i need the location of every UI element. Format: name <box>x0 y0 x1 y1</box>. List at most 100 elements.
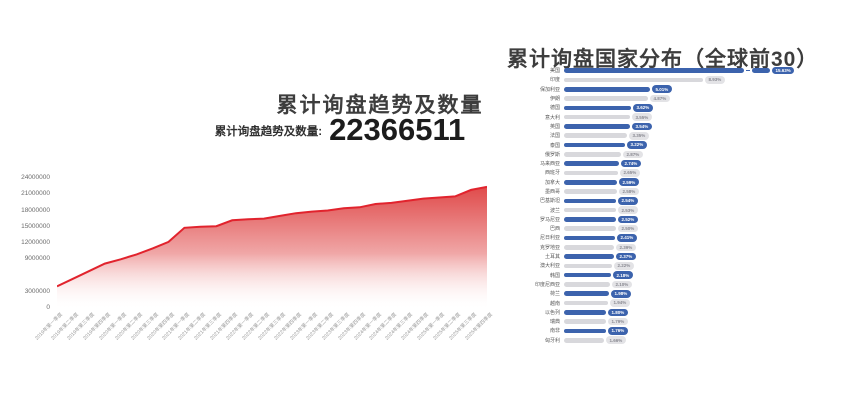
bar-row: 美国 15.63% <box>512 66 848 75</box>
bar <box>564 96 648 101</box>
value-badge: 2.41% <box>617 234 637 242</box>
bar-row: 印度尼西亚 2.10% <box>512 280 848 289</box>
bar <box>564 235 615 241</box>
bar <box>564 319 606 324</box>
value-badge: 1.94% <box>610 299 630 307</box>
country-label: 越南 <box>549 300 560 307</box>
bar <box>564 254 614 259</box>
bar-row: 韩国 2.18% <box>512 271 848 280</box>
bar-row: 墨西哥 2.58% <box>512 187 848 196</box>
bar <box>564 189 617 194</box>
y-tick-label: 12000000 <box>21 239 50 246</box>
bar-row: 伊朗 4.87% <box>512 94 848 103</box>
y-tick-label: 9000000 <box>24 255 50 263</box>
value-badge: 2.58% <box>619 187 639 196</box>
bar <box>564 244 614 250</box>
bar-row: 罗马尼亚 2.52% <box>512 215 848 224</box>
country-label: 泰国 <box>549 142 560 149</box>
value-badge: 3.35% <box>629 131 649 140</box>
country-label: 韩国 <box>549 272 560 279</box>
bar-row: 土耳其 2.37% <box>512 252 848 261</box>
bar <box>564 114 630 120</box>
bar <box>564 263 612 269</box>
bar-row: 荷兰 1.98% <box>512 289 848 298</box>
value-badge: 3.62% <box>633 104 653 112</box>
bar-row: 马来西亚 2.74% <box>512 159 848 168</box>
value-badge: 1.80% <box>608 308 628 317</box>
country-bars: 美国 15.63% 印度 8.93% 保加利亚 5.01% 伊朗 4.87% 德国 3.62% 意大… <box>512 66 848 345</box>
value-badge: 3.54% <box>632 122 652 131</box>
bar <box>564 105 631 111</box>
bar-row: 尼日利亚 2.41% <box>512 233 848 242</box>
y-tick-label: 15000000 <box>21 222 50 230</box>
bar <box>752 68 770 73</box>
bar <box>564 300 608 306</box>
value-badge: 2.37% <box>616 252 636 261</box>
bar-row: 以色列 1.80% <box>512 308 848 317</box>
bar <box>564 152 621 157</box>
country-label: 尼日利亚 <box>539 235 560 242</box>
bar-row: 泰国 3.22% <box>512 140 848 149</box>
country-label: 巴西 <box>549 226 560 233</box>
bar <box>564 291 609 297</box>
country-label: 南非 <box>549 328 560 335</box>
area-series <box>56 185 488 308</box>
y-tick-label: 21000000 <box>21 190 50 198</box>
trend-chart-title: 累计询盘趋势及数量 <box>276 94 484 118</box>
country-chart-title: 累计询盘国家分布（全球前30） <box>507 48 819 72</box>
trend-x-axis: 2019年第一季度 2019年第二季度 2019年第三季度 2019年第四季度 2020… <box>34 311 497 366</box>
value-badge: 1.79% <box>608 317 628 326</box>
value-badge: 2.65% <box>620 169 640 177</box>
bar-row: 克罗地亚 2.39% <box>512 243 848 252</box>
country-label: 以色列 <box>544 309 560 316</box>
value-badge: 1.66% <box>606 336 626 345</box>
value-badge: 3.55% <box>632 113 652 121</box>
bar <box>564 68 744 73</box>
y-tick-label: 18000000 <box>21 206 50 214</box>
value-badge: 2.39% <box>616 243 636 252</box>
bar <box>564 161 619 166</box>
bar <box>564 207 616 213</box>
value-badge: 2.59% <box>619 178 639 186</box>
bar-row: 西班牙 2.65% <box>512 168 848 177</box>
country-label: 俄罗斯 <box>544 151 560 158</box>
country-label: 墨西哥 <box>544 189 560 195</box>
bar <box>564 328 606 334</box>
bar-row: 匈牙利 1.66% <box>512 336 848 345</box>
bar <box>564 310 606 315</box>
value-badge: 2.52% <box>618 215 638 224</box>
country-label: 波兰 <box>549 207 560 214</box>
country-label: 瑞典 <box>549 319 560 326</box>
value-badge: 8.93% <box>705 76 725 84</box>
country-label: 伊朗 <box>549 96 560 103</box>
value-badge: 2.18% <box>613 271 633 279</box>
y-tick-label: 24000000 <box>21 174 50 181</box>
bar-row: 印度 8.93% <box>512 75 848 84</box>
bar <box>564 217 616 222</box>
trend-metric-label: 累计询盘趋势及数量: <box>214 126 323 138</box>
country-label: 加拿大 <box>544 179 560 186</box>
trend-metric-value: 22366511 <box>329 112 466 147</box>
bar-row: 英国 3.54% <box>512 122 848 131</box>
value-badge: 2.53% <box>618 206 638 214</box>
axis-break-dash <box>746 69 750 72</box>
value-badge: 3.22% <box>627 141 647 149</box>
country-label: 英国 <box>549 123 560 130</box>
country-label: 保加利亚 <box>539 86 560 93</box>
bar-row: 巴基斯坦 2.54% <box>512 196 848 205</box>
bar-row: 俄罗斯 2.87% <box>512 150 848 159</box>
value-badge: 2.87% <box>623 150 643 159</box>
bar <box>564 170 618 176</box>
bar <box>564 337 604 343</box>
bar <box>564 86 650 92</box>
value-badge: 1.76% <box>608 327 628 335</box>
country-label: 澳大利亚 <box>539 263 560 270</box>
bar-row: 意大利 3.55% <box>512 112 848 121</box>
value-badge: 2.50% <box>618 224 638 233</box>
bar-row: 巴西 2.50% <box>512 224 848 233</box>
bar <box>564 133 627 139</box>
trend-metric: 累计询盘趋势及数量: 22366511 <box>190 114 490 145</box>
y-tick-label: 3000000 <box>24 287 50 295</box>
value-badge: 2.74% <box>621 159 641 168</box>
